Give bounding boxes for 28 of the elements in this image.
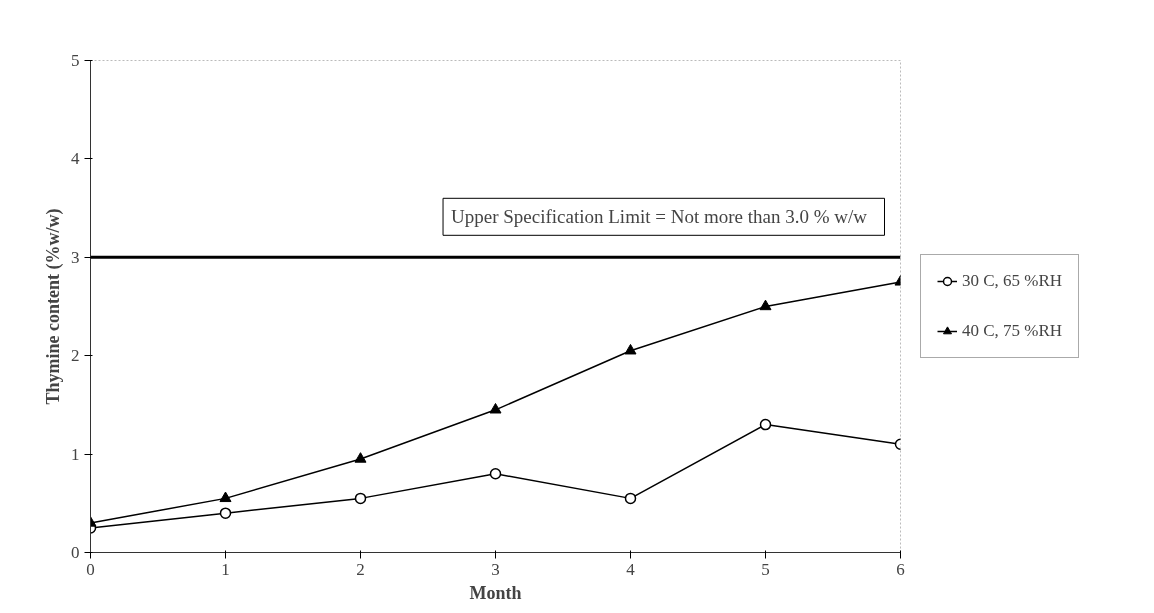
x-tick-label: 3 (491, 559, 500, 579)
point (489, 468, 502, 480)
legend-label: 30 C, 65 %RH (962, 271, 1063, 291)
point (489, 402, 502, 414)
y-tick-label: 2 (71, 346, 80, 366)
point (759, 418, 772, 431)
point (219, 491, 232, 503)
point (759, 299, 772, 311)
point (354, 452, 367, 463)
y-tick-label: 3 (71, 247, 80, 267)
point (219, 507, 232, 519)
x-axis-title: Month (469, 582, 522, 603)
x-tick-label: 5 (761, 559, 770, 579)
x-tick-label: 4 (626, 559, 636, 579)
x-tick-label: 2 (356, 559, 365, 579)
y-axis-title: Thymine content (%w/w) (43, 208, 64, 405)
y-tick-label: 4 (71, 149, 80, 169)
y-tick-label: 5 (71, 51, 80, 70)
point (624, 492, 637, 505)
legend-label: 40 C, 75 %RH (962, 321, 1063, 341)
x-tick-label: 1 (221, 559, 230, 579)
x-tick-label: 6 (896, 559, 905, 579)
x-tick-label: 0 (86, 559, 95, 579)
point (624, 343, 637, 355)
ref-line-label: Upper Specification Limit = Not more than 3.0 % w/w (451, 206, 868, 228)
y-tick-label: 1 (71, 444, 80, 464)
point (354, 492, 367, 505)
y-tick-label: 0 (71, 543, 80, 562)
